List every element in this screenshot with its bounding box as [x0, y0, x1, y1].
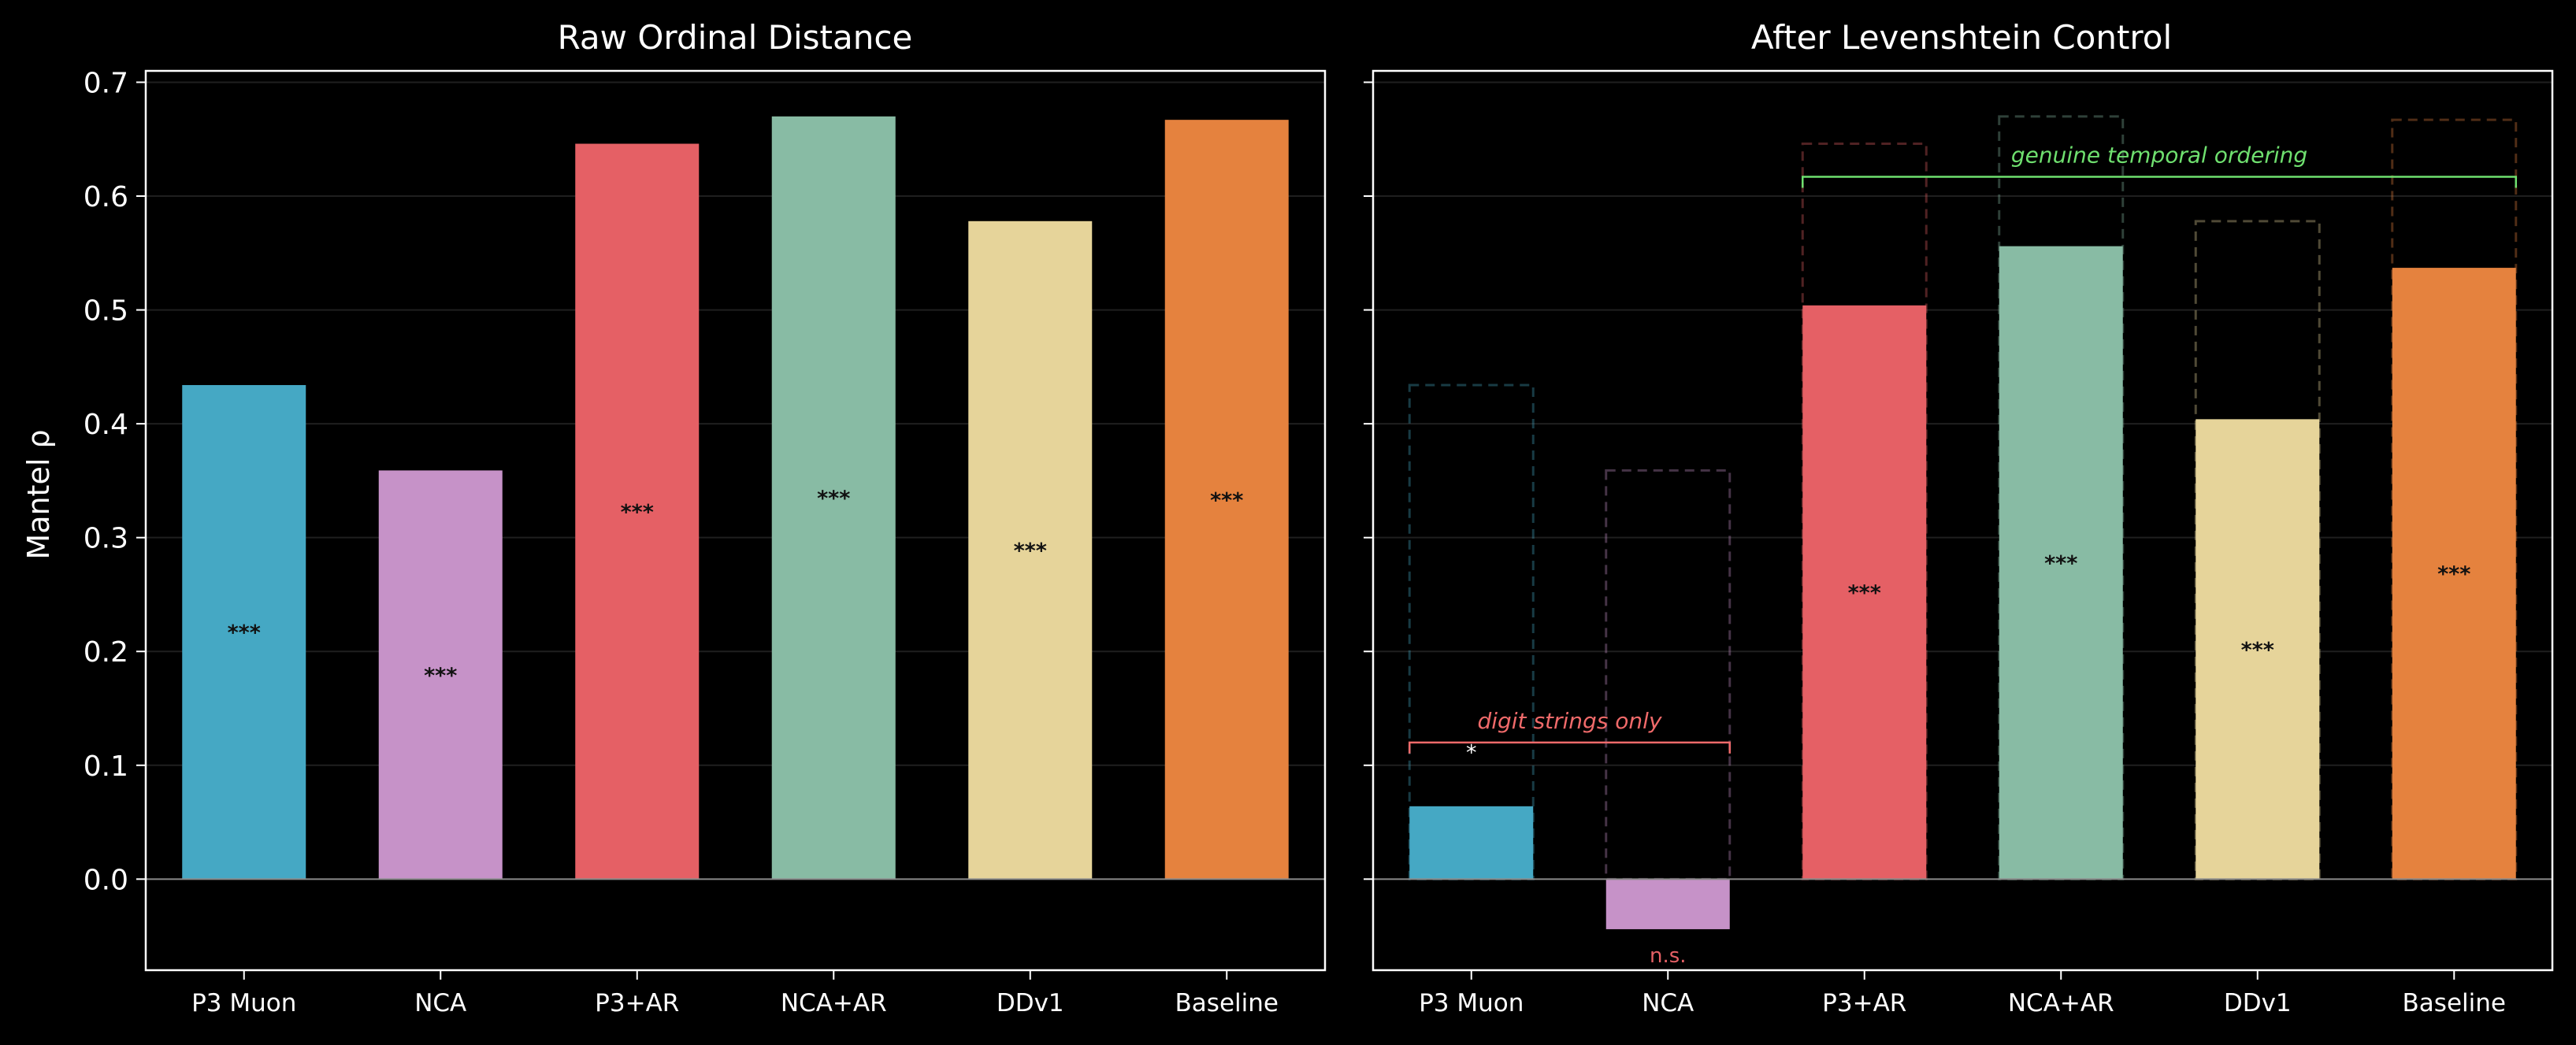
- x-tick-label: P3 Muon: [1419, 989, 1524, 1017]
- x-tick-label: NCA: [1642, 989, 1694, 1017]
- x-tick-label: P3+AR: [1822, 989, 1906, 1017]
- significance-label: ***: [2437, 562, 2470, 587]
- panel-title-right: After Levenshtein Control: [1751, 18, 2172, 57]
- annotation-bracket: [1802, 176, 2517, 188]
- y-tick-label: 0.4: [84, 409, 128, 441]
- annotation-bracket: [1409, 741, 1731, 754]
- bar: [1164, 120, 1289, 880]
- bar: [1605, 879, 1730, 929]
- x-tick-label: P3 Muon: [191, 989, 296, 1017]
- y-tick-label: 0.6: [84, 181, 128, 213]
- x-tick-label: NCA+AR: [781, 989, 887, 1017]
- significance-label: ***: [621, 500, 654, 524]
- significance-label: ***: [2241, 638, 2274, 662]
- significance-label: ***: [2044, 551, 2077, 576]
- significance-label: ***: [1848, 581, 1881, 606]
- significance-label: ***: [228, 621, 261, 646]
- y-tick-label: 0.1: [84, 750, 128, 783]
- y-tick-label: 0.7: [84, 67, 128, 99]
- bar: [1802, 305, 1927, 880]
- y-tick-label: 0.2: [84, 636, 128, 669]
- x-tick-label: NCA: [414, 989, 466, 1017]
- significance-label: ***: [1210, 488, 1243, 513]
- annotation-label: genuine temporal ordering: [2011, 142, 2307, 168]
- bar: [968, 220, 1093, 880]
- y-tick-label: 0.5: [84, 295, 128, 328]
- x-tick-label: P3+AR: [595, 989, 679, 1017]
- y-axis-label: Mantel ρ: [21, 429, 56, 559]
- significance-label: ***: [1014, 539, 1047, 564]
- bar: [575, 143, 700, 880]
- axes-frame-right: [1372, 69, 2554, 972]
- significance-label: n.s.: [1650, 944, 1687, 968]
- significance-label: ***: [424, 664, 457, 688]
- x-tick-label: NCA+AR: [2008, 989, 2114, 1017]
- bar: [1409, 806, 1534, 880]
- x-tick-label: Baseline: [2403, 989, 2506, 1017]
- bar: [2196, 419, 2320, 880]
- axes-frame-left: [144, 69, 1327, 972]
- bar: [1999, 246, 2123, 880]
- plot-layer: 0.00.10.20.30.40.50.60.7****************…: [84, 67, 2554, 1017]
- bar: [2392, 268, 2516, 880]
- bar: [771, 116, 896, 880]
- x-tick-label: DDv1: [997, 989, 1064, 1017]
- y-tick-label: 0.0: [84, 864, 128, 896]
- y-tick-label: 0.3: [84, 523, 128, 555]
- bar: [182, 384, 306, 880]
- panel-title-left: Raw Ordinal Distance: [558, 18, 913, 57]
- bar: [378, 470, 503, 880]
- significance-label: ***: [817, 487, 850, 511]
- x-tick-label: DDv1: [2224, 989, 2292, 1017]
- x-tick-label: Baseline: [1175, 989, 1279, 1017]
- significance-label: *: [1466, 741, 1477, 765]
- annotation-label: digit strings only: [1477, 708, 1662, 734]
